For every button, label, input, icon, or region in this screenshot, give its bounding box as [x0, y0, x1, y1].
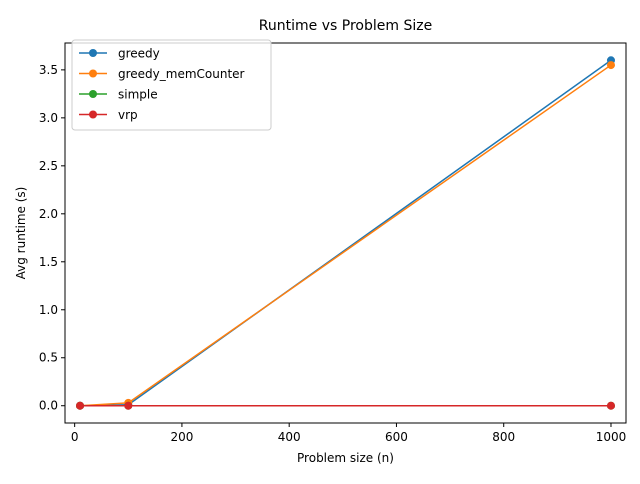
y-tick-label: 1.0 — [39, 303, 58, 317]
y-tick-label: 3.0 — [39, 111, 58, 125]
y-tick-label: 1.5 — [39, 255, 58, 269]
series-layer — [76, 56, 615, 410]
data-point-greedy_memCounter — [606, 61, 615, 70]
chart-title: Runtime vs Problem Size — [259, 18, 432, 34]
data-point-vrp — [76, 401, 85, 410]
y-axis-ticks: 0.0 0.5 1.0 1.5 2.0 2.5 3.0 3.5 — [39, 63, 65, 413]
x-tick-label: 400 — [278, 430, 301, 444]
y-tick-label: 3.5 — [39, 63, 58, 77]
legend-marker-greedy — [89, 49, 97, 57]
legend-marker-greedy_memCounter — [89, 69, 97, 78]
x-axis-ticks: 0 200 400 600 800 1000 — [71, 423, 626, 444]
x-tick-label: 800 — [492, 430, 515, 444]
x-axis-label: Problem size (n) — [297, 451, 394, 465]
legend-label: vrp — [118, 108, 138, 122]
y-axis-label: Avg runtime (s) — [14, 187, 28, 280]
legend-marker-vrp — [89, 110, 97, 119]
axes-spines — [64, 42, 627, 424]
y-tick-label: 2.5 — [39, 159, 58, 173]
y-tick-label: 0.5 — [39, 351, 58, 365]
y-tick-label: 2.0 — [39, 207, 58, 221]
y-tick-label: 0.0 — [39, 399, 58, 413]
legend-label: simple — [118, 88, 158, 102]
x-tick-label: 1000 — [596, 430, 627, 444]
legend-marker-simple — [89, 90, 97, 98]
data-point-vrp — [606, 401, 615, 410]
x-tick-label: 0 — [71, 430, 79, 444]
axes-frame — [64, 42, 627, 424]
legend-label: greedy_memCounter — [118, 67, 245, 81]
data-point-vrp — [124, 401, 133, 410]
legend-label: greedy — [118, 47, 160, 61]
legend-box — [71, 39, 272, 131]
x-tick-label: 200 — [170, 430, 193, 444]
x-tick-label: 600 — [385, 430, 408, 444]
